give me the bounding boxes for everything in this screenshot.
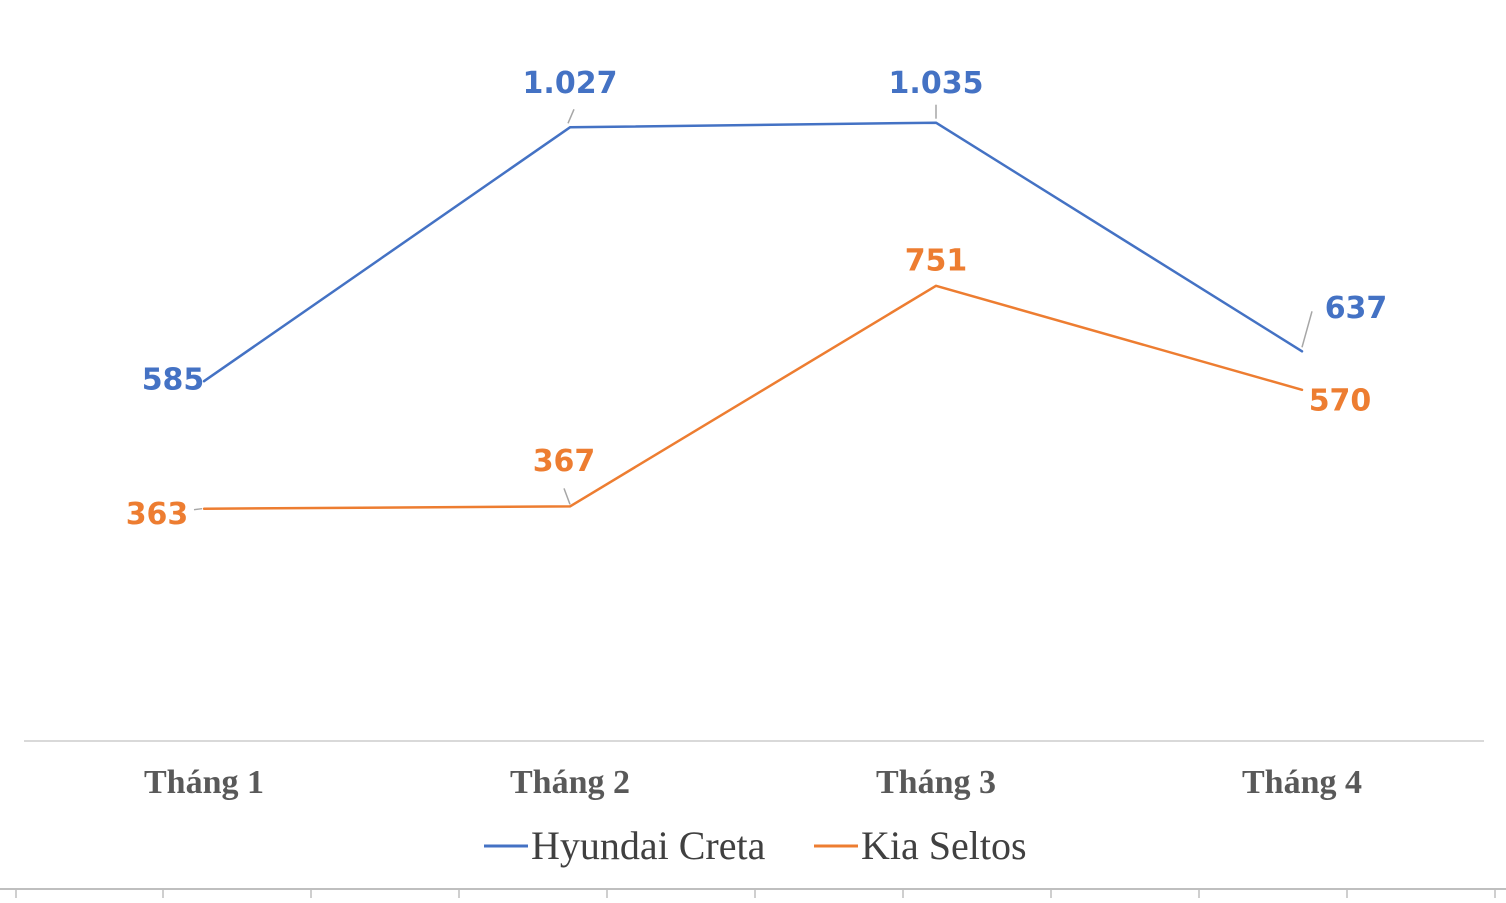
series-lines — [202, 121, 1304, 510]
legend-label: Kia Seltos — [861, 823, 1027, 868]
data-label: 363 — [126, 497, 189, 532]
data-label: 1.027 — [523, 66, 618, 101]
leader-line — [193, 507, 203, 511]
x-tick-label: Tháng 4 — [1242, 764, 1362, 801]
data-label: 1.035 — [889, 66, 984, 101]
x-tick-label: Tháng 1 — [144, 764, 264, 801]
data-label: 570 — [1309, 383, 1372, 418]
series-line-0 — [202, 121, 1304, 383]
x-tick-label: Tháng 2 — [510, 764, 630, 801]
data-label: 585 — [142, 363, 205, 398]
series-line-1 — [202, 284, 1304, 510]
legend: Hyundai Creta Kia Seltos — [484, 823, 1027, 868]
leader-line — [567, 108, 575, 124]
legend-label: Hyundai Creta — [531, 823, 766, 868]
data-label: 637 — [1325, 291, 1388, 326]
leader-line — [563, 488, 571, 505]
data-labels: 585 1.027 1.035 637 363 367 751 570 — [126, 66, 1388, 532]
data-label: 367 — [533, 444, 596, 479]
x-tick-label: Tháng 3 — [876, 764, 996, 801]
x-tick-labels: Tháng 1 Tháng 2 Tháng 3 Tháng 4 — [144, 764, 1362, 801]
bottom-border — [0, 888, 1506, 898]
data-label: 751 — [905, 243, 968, 278]
leader-line — [1301, 311, 1313, 348]
leader-lines — [193, 104, 1313, 511]
